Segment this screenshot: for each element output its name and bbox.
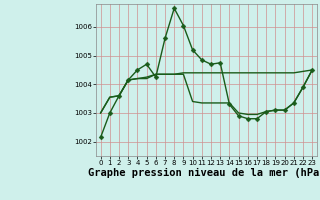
X-axis label: Graphe pression niveau de la mer (hPa): Graphe pression niveau de la mer (hPa)	[88, 168, 320, 178]
